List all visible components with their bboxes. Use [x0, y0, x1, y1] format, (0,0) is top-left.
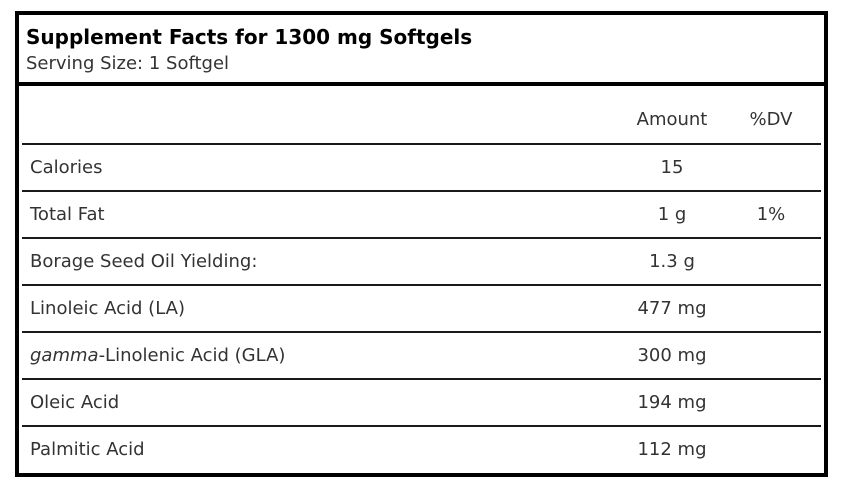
nutrient-dv [721, 238, 821, 286]
nutrient-name: gamma-Linolenic Acid (GLA) [22, 332, 623, 380]
nutrient-amount: 194 mg [623, 379, 721, 427]
facts-table-body: Calories 15 Total Fat 1 g 1% Borage Seed Oil … [22, 144, 821, 471]
nutrient-amount: 300 mg [623, 332, 721, 380]
table-header-row: Amount %DV [22, 86, 821, 145]
nutrient-name-italic-prefix: gamma [30, 345, 99, 366]
nutrient-amount: 15 [623, 144, 721, 192]
amount-column-header: Amount [623, 86, 721, 145]
nutrient-amount: 477 mg [623, 285, 721, 333]
label-title: Supplement Facts for 1300 mg Softgels [26, 25, 473, 49]
nutrient-name: Total Fat [22, 191, 623, 239]
nutrient-amount: 1.3 g [623, 238, 721, 286]
nutrient-name: Linoleic Acid (LA) [22, 285, 623, 333]
nutrient-amount: 1 g [623, 191, 721, 239]
nutrient-name: Calories [22, 144, 623, 192]
facts-table: Amount %DV Calories 15 Total Fat 1 g 1% Borag… [22, 86, 821, 471]
nutrient-name: Palmitic Acid [30, 439, 145, 460]
serving-size: Serving Size: 1 Softgel [26, 53, 230, 74]
table-row: Calories 15 [22, 144, 821, 192]
table-row: gamma-Linolenic Acid (GLA) 300 mg [22, 332, 821, 380]
table-row: Linoleic Acid (LA) 477 mg [22, 285, 821, 333]
name-column-header [22, 86, 623, 145]
supplement-facts-label: Supplement Facts for 1300 mg Softgels Se… [15, 11, 828, 477]
table-row: Total Fat 1 g 1% [22, 191, 821, 239]
nutrient-dv [721, 426, 821, 471]
nutrient-dv [721, 332, 821, 380]
nutrient-dv [721, 144, 821, 192]
nutrient-name: Oleic Acid [22, 379, 623, 427]
table-row: Borage Seed Oil Yielding: 1.3 g [22, 238, 821, 286]
nutrient-name: Borage Seed Oil Yielding: [22, 238, 623, 286]
table-row: Oleic Acid 194 mg [22, 379, 821, 427]
nutrient-dv [721, 285, 821, 333]
label-header: Supplement Facts for 1300 mg Softgels Se… [19, 15, 824, 86]
nutrient-amount: 112 mg [637, 439, 707, 460]
dv-column-header: %DV [721, 86, 821, 145]
nutrient-dv: 1% [721, 191, 821, 239]
table-row: Palmitic Acid 112 mg [22, 426, 821, 471]
nutrient-dv [721, 379, 821, 427]
